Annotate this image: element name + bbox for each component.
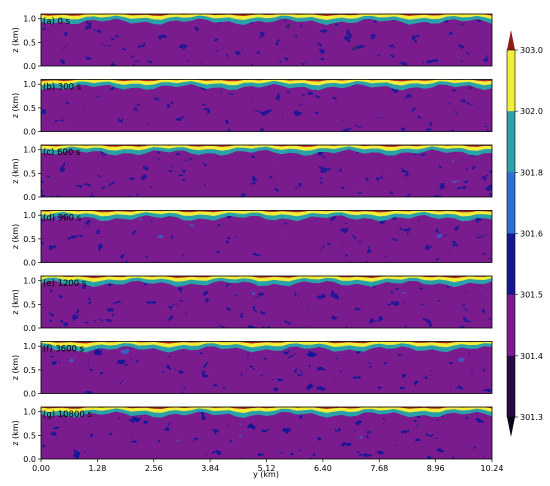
y-axis-label: z (km) xyxy=(11,289,20,314)
panel: 0.0 0.5 1.0z (km) (b) 300 s xyxy=(11,79,493,137)
y-tick-label: 1.0 xyxy=(23,342,36,351)
panel: 0.0 0.5 1.0z (km) (g) 10800 s xyxy=(11,406,493,464)
panel-frame xyxy=(40,79,493,132)
x-tick-label: 7.68 xyxy=(370,464,388,473)
capping-layer xyxy=(41,14,492,16)
y-tick-label: 0.5 xyxy=(23,38,36,47)
x-axis-label: y (km) xyxy=(253,470,279,479)
y-tick-label: 0.0 xyxy=(23,259,36,268)
capping-layer xyxy=(41,79,492,82)
y-tick-label: 1.0 xyxy=(23,277,36,286)
capping-layer xyxy=(41,407,492,409)
panel-frame xyxy=(40,144,493,198)
y-axis-label: z (km) xyxy=(11,224,20,249)
y-tick-label: 0.5 xyxy=(23,300,36,309)
capping-layer xyxy=(41,210,492,213)
y-tick-label: 0.5 xyxy=(23,169,36,178)
y-axis-label: z (km) xyxy=(11,355,20,380)
colorbar-tick-label: 303.0 xyxy=(520,46,543,55)
x-tick-label: 0.00 xyxy=(32,464,50,473)
capping-layer xyxy=(41,276,492,279)
panel-label: (g) 10800 s xyxy=(43,410,92,420)
colorbar-tick-label: 301.8 xyxy=(520,168,543,177)
colorbar-tick-label: 301.4 xyxy=(520,352,543,361)
inversion-band xyxy=(41,145,492,151)
y-axis-label: z (km) xyxy=(11,27,20,52)
field-patches-light xyxy=(41,215,492,249)
y-axis-label: z (km) xyxy=(11,420,20,445)
colorbar-tick-label: 301.5 xyxy=(520,291,543,300)
y-tick-label: 1.0 xyxy=(23,15,36,24)
y-tick-label: 0.5 xyxy=(23,431,36,440)
capping-layer xyxy=(41,145,492,147)
panel-frame xyxy=(40,13,493,67)
panel-label: (c) 600 s xyxy=(43,148,81,158)
x-tick-label: 10.24 xyxy=(481,464,504,473)
y-axis-label: z (km) xyxy=(11,93,20,118)
colorbar-extend-high xyxy=(507,30,515,50)
field-patches-light xyxy=(41,84,492,118)
panel-label: (e) 1200 s xyxy=(43,279,87,289)
panel-stack: 0.00.51.0z (km)(a) 0 s0.00.51.0z (km)(b)… xyxy=(11,13,493,464)
x-tick-label: 5.12 xyxy=(258,464,276,473)
y-tick-label: 0.5 xyxy=(23,366,36,375)
colorbar: 303.0 302.0 301.8 301.6 301.5 301.4 301.3 xyxy=(506,30,543,437)
panel: 0.0 0.5 1.0z (km) (e) 1200 s xyxy=(11,275,493,333)
panel: 0.0 0.5 1.0z (km) (d) 900 s xyxy=(11,210,493,268)
y-tick-label: 0.0 xyxy=(23,62,36,71)
panel: 0.0 0.5 1.0z (km) (f) 3600 s xyxy=(11,341,493,399)
panel-label: (b) 300 s xyxy=(43,83,82,93)
colorbar-segment xyxy=(507,172,515,234)
panel-frame xyxy=(40,210,493,263)
x-tick-label: 1.28 xyxy=(88,464,106,473)
field-patches-light xyxy=(41,280,492,314)
panel-label: (a) 0 s xyxy=(43,17,71,27)
y-tick-label: 0.0 xyxy=(23,128,36,137)
inversion-band xyxy=(41,341,492,348)
y-tick-label: 0.5 xyxy=(23,104,36,113)
panel: 0.0 0.5 1.0z (km) (a) 0 s xyxy=(11,13,493,71)
panel: 0.0 0.5 1.0z (km) (c) 600 s xyxy=(11,144,493,202)
colorbar-segment xyxy=(507,355,515,418)
colorbar-tick-label: 302.0 xyxy=(520,107,543,116)
y-tick-label: 1.0 xyxy=(23,408,36,417)
colorbar-segment xyxy=(507,233,515,295)
y-tick-label: 1.0 xyxy=(23,80,36,89)
panel-label: (f) 3600 s xyxy=(43,345,85,355)
panel-label: (d) 900 s xyxy=(43,214,82,224)
colorbar-extend-low xyxy=(507,417,515,437)
panel-frame xyxy=(40,341,493,394)
field-patches-dark xyxy=(41,18,492,66)
y-tick-label: 0.0 xyxy=(23,324,36,333)
y-tick-label: 0.0 xyxy=(23,455,36,464)
x-tick-label: 3.84 xyxy=(201,464,219,473)
field-patches-light xyxy=(41,411,492,445)
x-axis: 0.00 1.28 2.56 3.84 5.12 6.40 7.68 8.96 10.24 xyxy=(32,459,503,473)
panel-frame xyxy=(40,275,493,329)
y-tick-label: 0.5 xyxy=(23,235,36,244)
y-tick-label: 0.0 xyxy=(23,193,36,202)
y-tick-label: 1.0 xyxy=(23,146,36,155)
x-tick-label: 6.40 xyxy=(314,464,332,473)
colorbar-segment xyxy=(507,50,515,112)
x-tick-label: 2.56 xyxy=(145,464,163,473)
field-patches-light xyxy=(41,346,492,380)
colorbar-segment xyxy=(507,111,515,173)
y-tick-label: 0.0 xyxy=(23,390,36,399)
colorbar-tick-label: 301.3 xyxy=(520,413,543,422)
inversion-band xyxy=(41,276,492,283)
y-axis-label: z (km) xyxy=(11,158,20,183)
colorbar-tick-label: 301.6 xyxy=(520,230,543,239)
field-patches-light xyxy=(41,149,492,183)
colorbar-segment xyxy=(507,294,515,357)
x-tick-label: 8.96 xyxy=(427,464,445,473)
y-tick-label: 1.0 xyxy=(23,211,36,220)
